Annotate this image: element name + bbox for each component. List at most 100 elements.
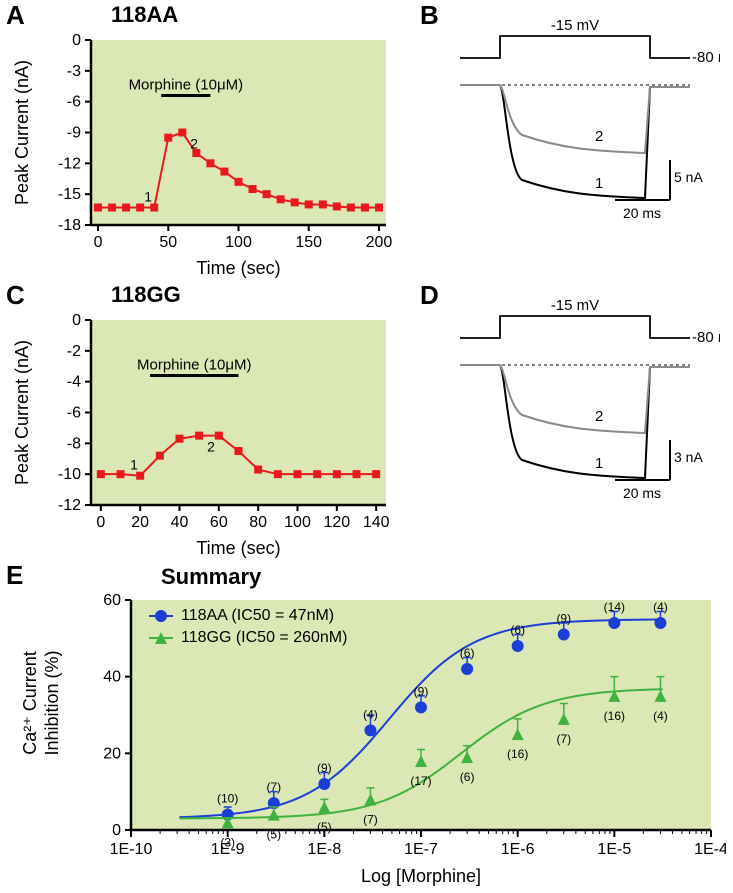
svg-text:1: 1 [595,455,603,472]
svg-text:-18: -18 [58,217,81,234]
svg-text:(7): (7) [363,812,378,826]
svg-text:-4: -4 [67,374,81,391]
svg-text:-3: -3 [67,63,81,80]
panel-a-label: A [6,0,25,31]
chart-a: 118AA0-3-6-9-12-15-18050100150200Time (s… [6,0,396,280]
svg-text:20 ms: 20 ms [623,485,661,501]
svg-text:-10: -10 [58,466,81,483]
svg-text:118AA: 118AA [111,2,178,27]
svg-text:60: 60 [103,592,121,609]
svg-text:20: 20 [131,514,149,531]
svg-text:118GG (IC50 = 260nM): 118GG (IC50 = 260nM) [181,629,347,646]
svg-text:(6): (6) [510,623,525,637]
svg-text:100: 100 [225,234,252,251]
svg-text:2: 2 [207,439,215,455]
svg-text:(4): (4) [653,709,668,723]
svg-text:1: 1 [144,189,152,205]
svg-text:100: 100 [284,514,311,531]
svg-text:Log [Morphine]: Log [Morphine] [361,866,481,886]
figure-root: A 118AA0-3-6-9-12-15-18050100150200Time … [0,0,733,893]
svg-text:(14): (14) [604,600,625,614]
svg-text:120: 120 [323,514,350,531]
panel-b: B -15 mV-80 mV215 nA20 ms [420,0,720,260]
svg-text:Peak Current (nA): Peak Current (nA) [12,60,32,205]
svg-text:40: 40 [103,669,121,686]
svg-text:-80 mV: -80 mV [692,329,720,346]
svg-text:Morphine (10μM): Morphine (10μM) [137,357,252,374]
svg-text:Inhibition (%): Inhibition (%) [42,650,62,755]
svg-text:2: 2 [595,408,603,425]
svg-text:Time (sec): Time (sec) [196,538,280,558]
chart-e: Summary02040601E-101E-91E-81E-71E-61E-51… [6,560,726,890]
svg-text:3 nA: 3 nA [674,449,703,465]
svg-text:Peak Current (nA): Peak Current (nA) [12,340,32,485]
svg-text:-6: -6 [67,405,81,422]
svg-text:Morphine (10μM): Morphine (10μM) [129,77,244,94]
svg-text:0: 0 [96,514,105,531]
svg-text:-9: -9 [67,125,81,142]
svg-text:1E-5: 1E-5 [597,841,631,858]
svg-text:40: 40 [171,514,189,531]
svg-text:1: 1 [595,175,603,192]
svg-text:(5): (5) [317,820,332,834]
svg-text:0: 0 [72,312,81,329]
svg-text:118GG: 118GG [111,282,181,307]
svg-text:-2: -2 [67,343,81,360]
svg-text:150: 150 [295,234,322,251]
svg-text:20 ms: 20 ms [623,205,661,221]
svg-text:60: 60 [210,514,228,531]
svg-text:50: 50 [159,234,177,251]
svg-text:(7): (7) [266,780,281,794]
svg-text:1E-7: 1E-7 [404,841,438,858]
svg-text:1E-4: 1E-4 [694,841,726,858]
panel-c-label: C [6,280,25,311]
svg-text:Ca²⁺ Current: Ca²⁺ Current [20,651,40,755]
svg-text:(7): (7) [556,732,571,746]
svg-text:-15 mV: -15 mV [551,297,599,314]
panel-e-label: E [6,560,23,591]
svg-text:-6: -6 [67,94,81,111]
panel-d-label: D [420,280,439,311]
svg-text:(9): (9) [414,684,429,698]
svg-text:118AA (IC50 = 47nM): 118AA (IC50 = 47nM) [181,607,334,624]
svg-text:-15: -15 [58,186,81,203]
svg-text:2: 2 [190,136,198,152]
svg-text:-80 mV: -80 mV [692,49,720,66]
svg-text:140: 140 [363,514,390,531]
panel-b-label: B [420,0,439,31]
svg-text:20: 20 [103,745,121,762]
svg-text:-15 mV: -15 mV [551,17,599,34]
panel-c: C 118GG 0 -2 -4 -6 -8 -10 -12 0 20 40 60 80 100 120 140… [6,280,396,560]
svg-text:(5): (5) [266,828,281,842]
svg-text:Time (sec): Time (sec) [196,258,280,278]
svg-text:-8: -8 [67,435,81,452]
svg-text:(4): (4) [653,600,668,614]
chart-c: 118GG 0 -2 -4 -6 -8 -10 -12 0 20 40 60 80 100 120 140 Ti… [6,280,396,560]
svg-text:(16): (16) [604,709,625,723]
svg-text:(6): (6) [460,770,475,784]
trace-b: -15 mV-80 mV215 nA20 ms [420,0,720,260]
svg-text:80: 80 [249,514,267,531]
svg-text:(6): (6) [460,646,475,660]
svg-text:-12: -12 [58,497,81,514]
panel-e: E Summary02040601E-101E-91E-81E-71E-61E-… [6,560,726,890]
panel-a: A 118AA0-3-6-9-12-15-18050100150200Time … [6,0,396,280]
svg-text:0: 0 [112,822,121,839]
svg-text:(10): (10) [217,792,238,806]
trace-d: -15 mV -80 mV 2 1 3 nA 20 ms [420,280,720,540]
svg-text:200: 200 [366,234,393,251]
svg-text:1E-6: 1E-6 [501,841,535,858]
svg-text:(9): (9) [556,612,571,626]
svg-text:1E-8: 1E-8 [307,841,341,858]
svg-text:(16): (16) [507,747,528,761]
svg-text:(4): (4) [363,707,378,721]
panel-d: D -15 mV -80 mV 2 1 3 nA 20 ms [420,280,720,540]
svg-text:0: 0 [94,234,103,251]
svg-text:-12: -12 [58,155,81,172]
svg-text:5 nA: 5 nA [674,169,703,185]
svg-text:Summary: Summary [161,564,262,589]
svg-text:1: 1 [130,457,138,473]
svg-text:(17): (17) [410,774,431,788]
svg-text:(3): (3) [220,835,235,849]
svg-text:1E-10: 1E-10 [110,841,153,858]
